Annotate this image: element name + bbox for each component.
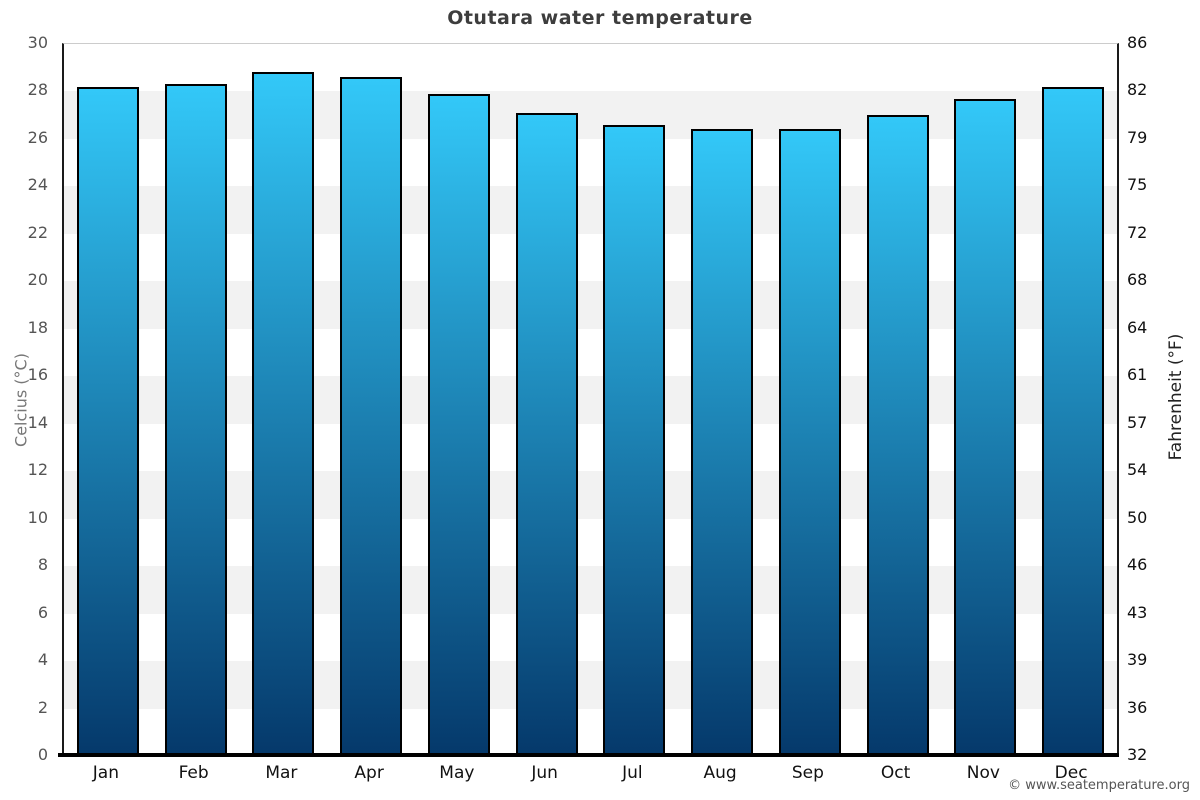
month-label-jun: Jun [531,763,558,783]
celsius-tick-24: 24 [27,175,48,195]
month-label-nov: Nov [966,763,1000,783]
bar-feb [164,84,227,756]
celsius-tick-10: 10 [27,507,48,527]
grid-band-shaded [64,281,1117,330]
celsius-tick-4: 4 [37,650,48,670]
fahrenheit-tick-36: 36 [1127,697,1148,717]
fahrenheit-axis-label: Fahrenheit (°F) [1166,333,1186,461]
fahrenheit-tick-43: 43 [1127,602,1148,622]
bar-jun [515,112,578,756]
celsius-tick-2: 2 [37,697,48,717]
fahrenheit-tick-54: 54 [1127,460,1148,480]
bar-nov [954,98,1017,756]
month-label-feb: Feb [178,763,209,783]
grid-band-plain [64,233,1117,282]
fahrenheit-tick-68: 68 [1127,270,1148,290]
celsius-tick-14: 14 [27,412,48,432]
celsius-tick-18: 18 [27,317,48,337]
month-label-mar: Mar [265,763,298,783]
grid-band-plain [64,138,1117,187]
bar-dec [1042,86,1105,756]
bar-sep [778,129,841,756]
fahrenheit-tick-72: 72 [1127,222,1148,242]
grid-band-plain [64,613,1117,662]
fahrenheit-tick-57: 57 [1127,412,1148,432]
month-label-oct: Oct [880,763,911,783]
bar-mar [252,72,315,756]
month-label-apr: Apr [354,763,384,783]
chart-title: Otutara water temperature [447,7,753,29]
month-label-jan: Jan [92,763,119,783]
grid-band-plain [64,423,1117,472]
fahrenheit-tick-50: 50 [1127,507,1148,527]
celsius-tick-0: 0 [37,745,48,764]
fahrenheit-tick-32: 32 [1127,745,1148,764]
month-label-jul: Jul [622,763,643,783]
celsius-tick-30: 30 [27,33,48,52]
grid-band-shaded [64,471,1117,520]
month-label-dec: Dec [1054,763,1088,783]
bar-oct [866,115,929,756]
grid-band-shaded [64,91,1117,140]
bar-may [427,93,490,756]
copyright-note: © www.seatemperature.org [1008,778,1190,793]
bar-apr [340,77,403,756]
grid-band-plain [64,518,1117,567]
celsius-tick-6: 6 [37,602,48,622]
fahrenheit-tick-46: 46 [1127,555,1148,575]
fahrenheit-tick-64: 64 [1127,317,1148,337]
month-label-may: May [439,763,475,783]
celsius-tick-26: 26 [27,127,48,147]
bar-jul [603,124,666,756]
celsius-tick-16: 16 [27,365,48,385]
celsius-tick-28: 28 [27,80,48,100]
celsius-tick-22: 22 [27,222,48,242]
grid-band-plain [64,44,1117,92]
bar-jan [76,86,139,756]
month-label-sep: Sep [791,763,824,783]
celsius-tick-20: 20 [27,270,48,290]
fahrenheit-tick-82: 82 [1127,80,1148,100]
fahrenheit-tick-79: 79 [1127,127,1148,147]
fahrenheit-tick-75: 75 [1127,175,1148,195]
grid-band-shaded [64,661,1117,710]
plot-area [62,43,1119,756]
x-axis-line [58,753,1119,757]
fahrenheit-tick-86: 86 [1127,33,1148,52]
celsius-tick-8: 8 [37,555,48,575]
month-label-aug: Aug [703,763,737,783]
fahrenheit-tick-61: 61 [1127,365,1148,385]
grid-band-plain [64,708,1117,756]
fahrenheit-tick-39: 39 [1127,650,1148,670]
grid-band-plain [64,328,1117,377]
celsius-tick-12: 12 [27,460,48,480]
bar-aug [691,129,754,756]
